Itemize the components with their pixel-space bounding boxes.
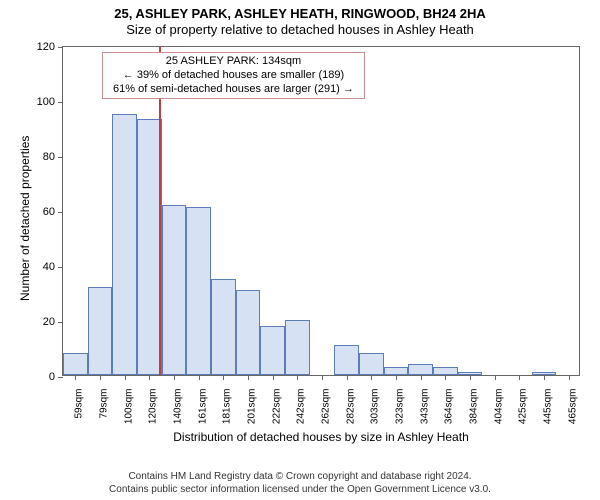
x-tick (445, 375, 446, 380)
x-axis-label: Distribution of detached houses by size … (62, 430, 580, 444)
x-tick-label: 161sqm (197, 389, 208, 425)
x-tick (125, 375, 126, 380)
x-tick-label: 323sqm (395, 389, 406, 425)
histogram-bar (162, 205, 187, 376)
x-tick-label: 282sqm (345, 389, 356, 425)
property-info-box: 25 ASHLEY PARK: 134sqm ← 39% of detached… (102, 52, 365, 99)
x-tick (322, 375, 323, 380)
title-line-1: 25, ASHLEY PARK, ASHLEY HEATH, RINGWOOD,… (0, 6, 600, 22)
histogram-bar (88, 287, 113, 375)
y-tick-label: 40 (43, 261, 55, 273)
x-tick (149, 375, 150, 380)
x-tick-label: 100sqm (123, 389, 134, 425)
y-tick (58, 47, 63, 48)
y-tick (58, 322, 63, 323)
x-tick-label: 120sqm (148, 389, 159, 425)
chart-title-block: 25, ASHLEY PARK, ASHLEY HEATH, RINGWOOD,… (0, 0, 600, 39)
histogram-bar (285, 320, 310, 375)
footer-line-1: Contains HM Land Registry data © Crown c… (0, 470, 600, 483)
y-tick-label: 80 (43, 151, 55, 163)
x-tick (544, 375, 545, 380)
x-tick (519, 375, 520, 380)
x-tick (421, 375, 422, 380)
info-line-2: ← 39% of detached houses are smaller (18… (113, 69, 354, 83)
x-tick-label: 181sqm (222, 389, 233, 425)
x-tick (199, 375, 200, 380)
x-tick (223, 375, 224, 380)
histogram-bar (359, 353, 384, 375)
y-tick-label: 120 (37, 41, 55, 53)
y-tick-label: 60 (43, 206, 55, 218)
histogram-bar (260, 326, 285, 376)
x-tick-label: 425sqm (518, 389, 529, 425)
x-tick (273, 375, 274, 380)
x-tick-label: 79sqm (99, 389, 110, 419)
x-tick-label: 140sqm (173, 389, 184, 425)
y-tick-label: 20 (43, 316, 55, 328)
y-tick (58, 267, 63, 268)
histogram-bar (384, 367, 409, 375)
histogram-bar (236, 290, 261, 375)
y-axis-label: Number of detached properties (18, 136, 32, 301)
x-tick-label: 303sqm (370, 389, 381, 425)
x-tick-label: 465sqm (567, 389, 578, 425)
footer-attribution: Contains HM Land Registry data © Crown c… (0, 470, 600, 496)
y-tick-label: 0 (49, 371, 55, 383)
histogram-bar (63, 353, 88, 375)
x-tick (297, 375, 298, 380)
y-tick (58, 157, 63, 158)
x-tick-label: 384sqm (469, 389, 480, 425)
histogram-bar (334, 345, 359, 375)
x-tick-label: 343sqm (419, 389, 430, 425)
y-tick (58, 102, 63, 103)
x-tick-label: 242sqm (296, 389, 307, 425)
title-line-2: Size of property relative to detached ho… (0, 22, 600, 38)
x-tick (75, 375, 76, 380)
x-tick (100, 375, 101, 380)
histogram-bar (408, 364, 433, 375)
histogram-bar (112, 114, 137, 375)
x-tick-label: 59sqm (74, 389, 85, 419)
histogram-bar (137, 119, 162, 375)
info-line-3: 61% of semi-detached houses are larger (… (113, 83, 354, 97)
x-tick (371, 375, 372, 380)
x-tick-label: 262sqm (321, 389, 332, 425)
y-tick-label: 100 (37, 96, 55, 108)
x-tick-label: 364sqm (444, 389, 455, 425)
x-tick-label: 445sqm (543, 389, 554, 425)
footer-line-2: Contains public sector information licen… (0, 483, 600, 496)
x-tick (569, 375, 570, 380)
x-tick-label: 222sqm (271, 389, 282, 425)
histogram-bar (211, 279, 236, 375)
y-tick (58, 377, 63, 378)
x-tick (470, 375, 471, 380)
x-tick-label: 404sqm (493, 389, 504, 425)
y-tick (58, 212, 63, 213)
histogram-bar (433, 367, 458, 375)
x-tick (495, 375, 496, 380)
x-tick (347, 375, 348, 380)
histogram-bar (186, 207, 211, 375)
x-tick-label: 201sqm (247, 389, 258, 425)
info-line-1: 25 ASHLEY PARK: 134sqm (113, 55, 354, 69)
x-tick (248, 375, 249, 380)
x-tick (396, 375, 397, 380)
x-tick (174, 375, 175, 380)
